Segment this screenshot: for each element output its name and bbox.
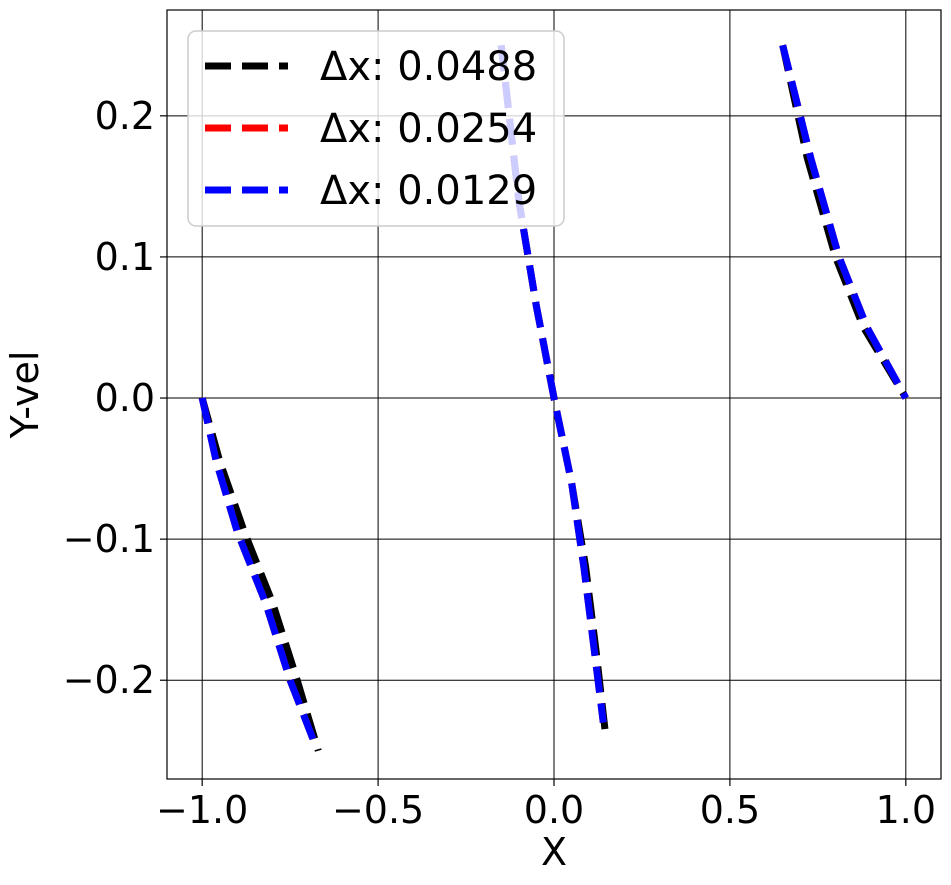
y-tick-label: 0.2 (95, 94, 155, 138)
x-tick-label: −0.5 (332, 788, 424, 832)
y-tick-label: 0.1 (95, 235, 155, 279)
y-tick-label: −0.2 (63, 658, 155, 702)
legend: Δx: 0.0488 Δx: 0.0254 Δx: 0.0129 (187, 30, 565, 227)
legend-label: Δx: 0.0254 (320, 106, 537, 152)
legend-box (187, 30, 565, 227)
x-tick-label: 0.5 (700, 788, 760, 832)
x-tick-label: 1.0 (876, 788, 936, 832)
series-line-3-segment-2 (497, 44, 607, 724)
x-axis-label: X (541, 830, 567, 874)
series-lines (198, 44, 909, 752)
y-tick-label: −0.1 (63, 517, 155, 561)
x-tick-label: 0.0 (524, 788, 584, 832)
legend-label: Δx: 0.0129 (320, 168, 537, 214)
axis-ticks: −1.0 −0.5 0.0 0.5 1.0 −0.2 −0.1 0.0 0.1 0.2 (63, 94, 936, 832)
series-line-3-segment-3 (779, 44, 909, 400)
series-line-3-segment-1 (198, 397, 319, 745)
legend-label: Δx: 0.0488 (320, 44, 537, 90)
x-tick-label: −1.0 (156, 788, 248, 832)
y-axis-label: Y-vel (3, 351, 47, 440)
y-tick-label: 0.0 (95, 376, 155, 420)
